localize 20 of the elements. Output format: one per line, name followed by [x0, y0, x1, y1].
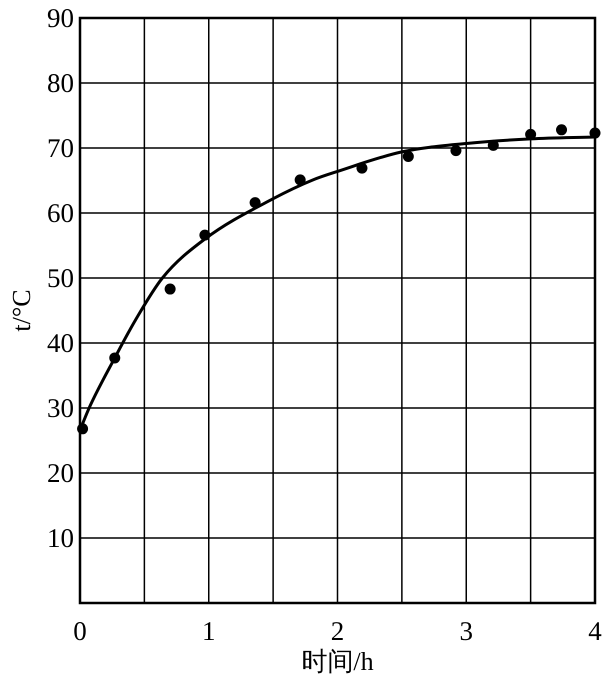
y-axis-title: t/°C — [7, 289, 36, 332]
x-axis-title: 时间/h — [301, 647, 374, 676]
y-tick-label: 80 — [47, 68, 74, 98]
y-tick-label: 10 — [47, 523, 74, 553]
point — [450, 145, 462, 156]
y-tick-label: 70 — [47, 133, 74, 163]
x-tick-label: 3 — [460, 616, 473, 646]
y-tick-label: 20 — [47, 458, 74, 488]
y-tick-label: 90 — [47, 3, 74, 33]
y-tick-label: 50 — [47, 263, 74, 293]
x-tick-label: 4 — [588, 616, 602, 646]
x-tick-label: 1 — [202, 616, 216, 646]
y-tick-label: 60 — [47, 198, 74, 228]
x-tick-label: 0 — [73, 616, 87, 646]
x-tick-label: 2 — [330, 616, 344, 646]
y-tick-label: 30 — [47, 393, 74, 423]
point — [556, 124, 568, 136]
point — [164, 284, 176, 295]
y-tick-label: 40 — [47, 328, 74, 358]
point — [402, 150, 414, 162]
